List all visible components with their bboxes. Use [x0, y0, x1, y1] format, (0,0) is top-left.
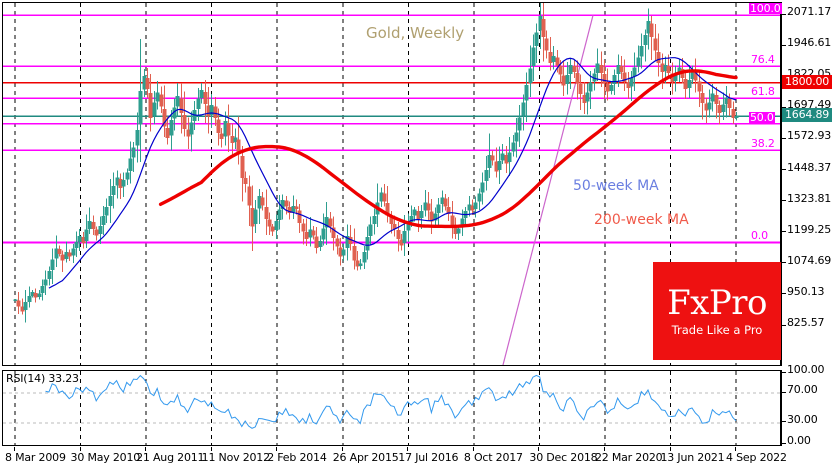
tick-label: 1448.37 — [787, 160, 832, 174]
tick-mark — [781, 106, 786, 108]
tick-label: 1323.81 — [787, 191, 832, 205]
tick-label: 100.00 — [787, 363, 825, 376]
tick-label: 825.57 — [787, 316, 825, 329]
tick-label: 0.00 — [787, 434, 811, 447]
date-axis[interactable]: 8 Mar 2009 30 May 2010 21 Aug 2011 11 Nov 2… — [2, 447, 787, 470]
date-label: 30 May 2010 — [70, 451, 141, 464]
fibonacci-level-label[interactable]: 38.2 — [751, 137, 775, 151]
tick-mark — [781, 442, 786, 444]
price-chart-pane[interactable] — [2, 2, 781, 366]
date-label: 8 Mar 2009 — [5, 451, 66, 464]
tick-mark — [781, 371, 786, 373]
date-label: 4 Sep 2022 — [726, 451, 787, 464]
rsi-chart-svg — [3, 371, 780, 445]
fxpro-tagline: Trade Like a Pro — [671, 323, 763, 337]
tick-mark — [781, 324, 786, 326]
date-label: 21 Aug 2011 — [136, 451, 205, 464]
tick-label: 1822.05 — [787, 67, 832, 81]
tick-label: 1697.49 — [787, 98, 832, 112]
tick-mark — [210, 447, 212, 451]
tick-mark — [781, 137, 786, 139]
tick-mark — [341, 447, 343, 451]
tick-mark — [781, 293, 786, 295]
price-level-badge[interactable]: 1664.89 — [782, 108, 833, 123]
tick-label: 1199.25 — [787, 222, 832, 236]
date-label: 26 Apr 2015 — [332, 451, 399, 464]
tick-mark — [145, 447, 147, 451]
tick-label: 1572.93 — [787, 129, 832, 143]
tick-mark — [14, 447, 15, 451]
tick-mark — [781, 421, 786, 423]
date-label: 8 Oct 2017 — [463, 451, 523, 464]
date-label: 30 Dec 2018 — [529, 451, 598, 464]
tick-mark — [781, 44, 786, 46]
tick-label: 70.00 — [787, 383, 818, 397]
tick-mark — [781, 200, 786, 202]
tick-label: 950.13 — [787, 284, 825, 298]
fxpro-wordmark: FxPro — [667, 283, 767, 323]
fibonacci-level-label[interactable]: 0.0 — [751, 229, 768, 243]
date-label: 17 Jul 2016 — [398, 451, 459, 464]
tick-mark — [781, 391, 786, 393]
tick-mark — [781, 13, 786, 15]
date-label: 11 Nov 2012 — [201, 451, 270, 464]
fibonacci-level-label[interactable]: 61.8 — [751, 85, 775, 99]
fxpro-logo: FxPro Trade Like a Pro — [653, 262, 781, 360]
rsi-legend-label: RSI(14) 33.23 — [6, 372, 79, 385]
rsi-indicator-pane[interactable] — [2, 370, 781, 446]
tick-mark — [603, 447, 605, 451]
tick-mark — [781, 231, 786, 233]
tick-label: 1074.69 — [787, 253, 832, 267]
fibonacci-level-label[interactable]: 76.4 — [751, 53, 775, 67]
price-axis-spine — [781, 2, 782, 366]
tick-mark — [735, 447, 737, 451]
tick-mark — [781, 262, 786, 264]
tick-label: 1946.61 — [787, 36, 832, 50]
tick-mark — [79, 447, 81, 451]
tick-mark — [472, 447, 474, 451]
tick-mark — [781, 169, 786, 170]
tick-label: 30.00 — [787, 412, 818, 426]
page-title: Gold, Weekly — [366, 24, 465, 42]
ma200-annotation: 200-week MA — [594, 212, 689, 228]
price-axis[interactable]: 2071.17 1946.61 1822.05 1697.49 1572.93 1448.… — [781, 2, 835, 366]
rsi-axis[interactable]: 100.00 70.00 30.00 0.00 — [781, 364, 835, 447]
date-label: 22 Mar 2020 — [594, 451, 663, 464]
rsi-axis-spine — [781, 370, 782, 446]
price-level-badge[interactable]: 1800.00 — [782, 74, 833, 89]
price-chart-svg — [3, 3, 780, 365]
date-label: 2 Feb 2014 — [267, 451, 327, 464]
fibonacci-level-label[interactable]: 100.0 — [749, 2, 782, 16]
fibonacci-level-label[interactable]: 50.0 — [749, 110, 775, 124]
tick-mark — [538, 447, 540, 451]
date-label: 13 Jun 2021 — [660, 451, 725, 464]
tick-mark — [276, 447, 278, 451]
tick-label: 2071.17 — [787, 5, 832, 18]
tick-mark — [669, 447, 671, 451]
ma50-annotation: 50-week MA — [573, 178, 659, 194]
tick-mark — [407, 447, 409, 451]
